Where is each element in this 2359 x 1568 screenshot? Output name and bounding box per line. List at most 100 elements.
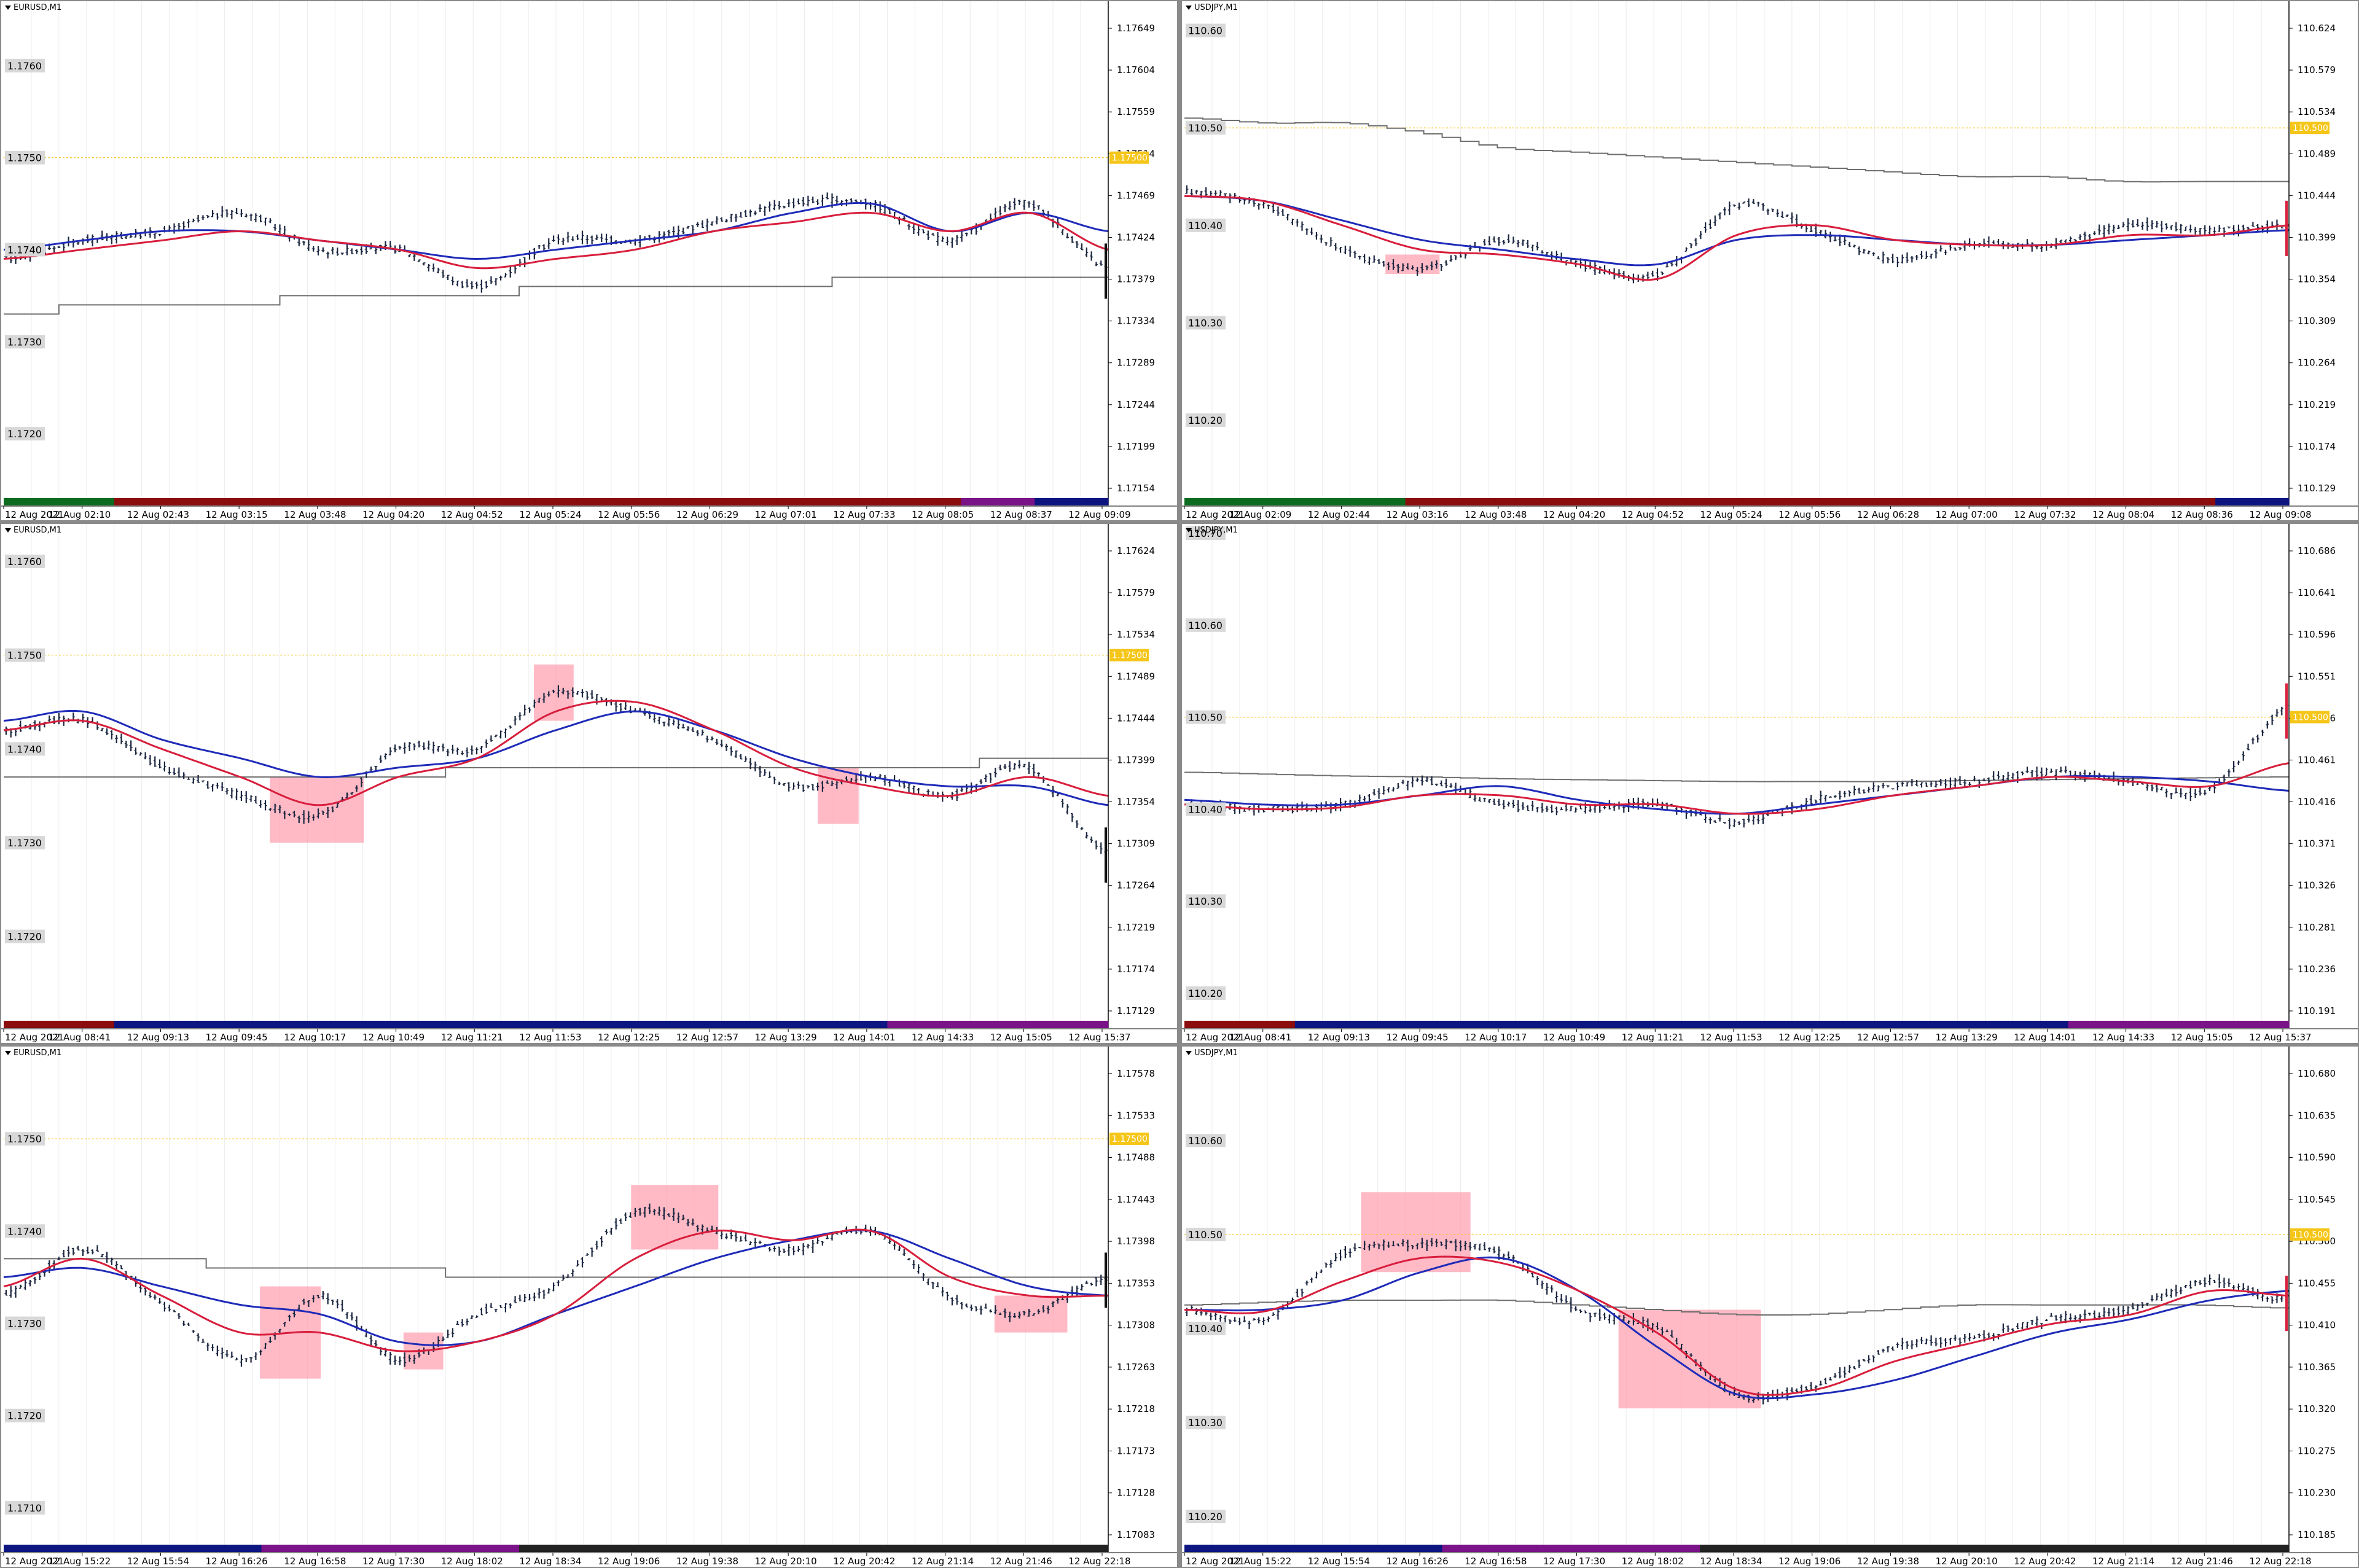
session-segment <box>887 1545 925 1552</box>
time-tick-label: 12 Aug 10:49 <box>362 1032 424 1043</box>
level-label: 110.70 <box>1188 528 1223 539</box>
price-tick-label: 110.191 <box>2298 1005 2336 1016</box>
time-tick-label: 12 Aug 03:48 <box>284 509 346 520</box>
step-line <box>4 757 1108 778</box>
session-segment <box>703 1021 741 1028</box>
time-tick-label: 12 Aug 05:56 <box>598 509 660 520</box>
session-segment <box>556 1545 593 1552</box>
price-tick-label: 1.17649 <box>1117 23 1155 34</box>
price-tick-label: 110.635 <box>2298 1110 2336 1121</box>
chart-svg[interactable]: 110.624 110.579 110.534 110.489 110.444 110.3… <box>1182 1 2359 521</box>
session-segment <box>1552 1021 1590 1028</box>
time-tick-label: 12 Aug 15:37 <box>1068 1032 1130 1043</box>
session-segment <box>1479 498 1516 505</box>
session-segment <box>1035 1545 1072 1552</box>
chart-svg[interactable]: 110.680 110.635 110.590 110.545 110.500 110.4… <box>1182 1047 2359 1568</box>
collapse-triangle-icon[interactable] <box>5 528 11 532</box>
current-price-marker <box>1105 243 1107 299</box>
level-label: 1.1730 <box>7 336 42 348</box>
level-label: 110.20 <box>1188 988 1223 999</box>
session-segment <box>1810 1021 1848 1028</box>
session-segment <box>813 498 851 505</box>
session-segment <box>1552 1545 1590 1552</box>
chart-pane-usdjpy-3[interactable]: 110.680 110.635 110.590 110.545 110.500 110.4… <box>1181 1045 2359 1568</box>
time-tick-label: 12 Aug 08:05 <box>912 509 974 520</box>
level-label: 110.50 <box>1188 1229 1223 1241</box>
level-label-box <box>1186 23 1226 37</box>
price-tick-label: 1.17308 <box>1117 1320 1155 1331</box>
pane-title: USDJPY,M1 <box>1186 526 1238 535</box>
price-tick-label: 110.371 <box>2298 838 2336 849</box>
session-segment <box>1368 1021 1406 1028</box>
session-segment <box>1442 1545 1479 1552</box>
level-label-box <box>1186 1322 1226 1336</box>
chart-svg[interactable]: 1.176491.176041.175591.175141.174691.174… <box>1 1 1178 521</box>
session-segment <box>1773 1021 1811 1028</box>
price-tick-label: 1.17379 <box>1117 274 1155 285</box>
highlight-zone[interactable] <box>1361 1192 1471 1273</box>
highlight-zone[interactable] <box>1385 254 1440 275</box>
level-price-label: 110.500 <box>2293 123 2328 133</box>
ma-slow-line <box>3 211 1109 270</box>
price-tick-label: 110.545 <box>2298 1194 2336 1205</box>
session-segment <box>519 1021 557 1028</box>
collapse-triangle-icon[interactable] <box>1186 528 1192 532</box>
chart-pane-eurusd-2[interactable]: 1.17624 1.17579 1.17534 1.17489 1.17444 1.173… <box>0 523 1178 1044</box>
chart-pane-usdjpy-1[interactable]: 110.624 110.579 110.534 110.489 110.444 110.3… <box>1181 0 2359 521</box>
highlight-zone[interactable] <box>270 777 364 843</box>
session-segment <box>1920 1545 1958 1552</box>
level-label: 110.20 <box>1188 415 1223 426</box>
session-segment <box>850 1021 888 1028</box>
session-segment <box>998 1545 1035 1552</box>
level-label: 110.20 <box>1188 1511 1223 1523</box>
highlight-zone[interactable] <box>994 1295 1068 1333</box>
price-tick-label: 110.275 <box>2298 1445 2336 1456</box>
session-segment <box>1516 498 1553 505</box>
time-tick-label: 12 Aug 07:01 <box>755 509 817 520</box>
price-axis[interactable] <box>2289 1047 2359 1568</box>
level-label-box <box>5 58 45 72</box>
chart-svg[interactable]: 1.17578 1.17533 1.17488 1.17443 1.17398 1.173… <box>1 1047 1178 1568</box>
price-axis[interactable] <box>2289 524 2359 1044</box>
collapse-triangle-icon[interactable] <box>1186 6 1192 10</box>
session-segment <box>1920 1021 1958 1028</box>
session-segment <box>592 1021 630 1028</box>
time-tick-label: 12 Aug 09:09 <box>1068 509 1130 520</box>
session-segment <box>1405 498 1443 505</box>
session-segment <box>1847 498 1885 505</box>
price-tick-label: 1.17244 <box>1117 399 1155 410</box>
price-tick-label: 1.17559 <box>1117 106 1155 117</box>
time-tick-label: 12 Aug 05:56 <box>1778 509 1841 520</box>
session-segment <box>1847 1021 1885 1028</box>
highlight-zone[interactable] <box>631 1185 719 1250</box>
price-axis[interactable] <box>2289 1 2359 521</box>
session-segment <box>1994 498 2032 505</box>
chart-svg[interactable]: 110.686110.641110.596110.551110.506110.4… <box>1182 524 2359 1044</box>
level-label-box <box>1186 1416 1226 1430</box>
session-segment <box>703 498 741 505</box>
chart-pane-eurusd-3[interactable]: 1.17578 1.17533 1.17488 1.17443 1.17398 1.173… <box>0 1045 1178 1568</box>
price-tick-label: 1.17219 <box>1117 922 1155 933</box>
level-price-badge <box>2290 711 2330 724</box>
chart-pane-usdjpy-2[interactable]: 110.686110.641110.596110.551110.506110.4… <box>1181 523 2359 1044</box>
highlight-zone[interactable] <box>1618 1309 1761 1409</box>
session-segment <box>335 1021 372 1028</box>
chart-svg[interactable]: 1.17624 1.17579 1.17534 1.17489 1.17444 1.173… <box>1 524 1178 1044</box>
chart-pane-eurusd-1[interactable]: 1.176491.176041.175591.175141.174691.174… <box>0 0 1178 521</box>
session-segment <box>519 498 557 505</box>
session-segment <box>1331 1021 1369 1028</box>
time-tick-label: 12 Aug 19:06 <box>598 1556 660 1567</box>
collapse-triangle-icon[interactable] <box>5 6 11 10</box>
collapse-triangle-icon[interactable] <box>5 1051 11 1055</box>
level-label-box <box>5 1500 45 1515</box>
time-tick-label: 12 Aug 16:58 <box>284 1556 346 1567</box>
ma-fast-line <box>1184 1256 2290 1400</box>
price-axis[interactable] <box>1108 1 1178 521</box>
time-tick-label: 12 Aug 04:52 <box>1622 509 1684 520</box>
price-axis[interactable] <box>1108 524 1178 1044</box>
level-label-box <box>5 555 45 569</box>
session-segment <box>1810 498 1848 505</box>
session-segment <box>2031 1021 2068 1028</box>
session-segment <box>482 1021 520 1028</box>
